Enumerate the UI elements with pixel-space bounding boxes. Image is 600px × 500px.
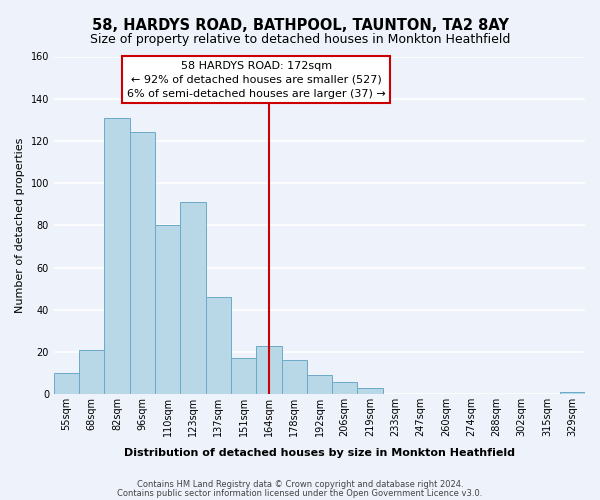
Bar: [231, 358, 256, 394]
Bar: [332, 382, 358, 394]
Bar: [206, 297, 231, 394]
Bar: [104, 118, 130, 394]
Bar: [181, 202, 206, 394]
Bar: [560, 392, 585, 394]
Bar: [79, 350, 104, 394]
Text: Size of property relative to detached houses in Monkton Heathfield: Size of property relative to detached ho…: [90, 32, 510, 46]
Y-axis label: Number of detached properties: Number of detached properties: [15, 138, 25, 313]
Text: 58, HARDYS ROAD, BATHPOOL, TAUNTON, TA2 8AY: 58, HARDYS ROAD, BATHPOOL, TAUNTON, TA2 …: [92, 18, 508, 32]
Bar: [256, 346, 281, 394]
Bar: [307, 375, 332, 394]
Text: Contains HM Land Registry data © Crown copyright and database right 2024.: Contains HM Land Registry data © Crown c…: [137, 480, 463, 489]
Bar: [54, 373, 79, 394]
Bar: [358, 388, 383, 394]
Text: 58 HARDYS ROAD: 172sqm
← 92% of detached houses are smaller (527)
6% of semi-det: 58 HARDYS ROAD: 172sqm ← 92% of detached…: [127, 60, 386, 98]
Bar: [155, 226, 181, 394]
Bar: [281, 360, 307, 394]
Text: Contains public sector information licensed under the Open Government Licence v3: Contains public sector information licen…: [118, 488, 482, 498]
X-axis label: Distribution of detached houses by size in Monkton Heathfield: Distribution of detached houses by size …: [124, 448, 515, 458]
Bar: [130, 132, 155, 394]
